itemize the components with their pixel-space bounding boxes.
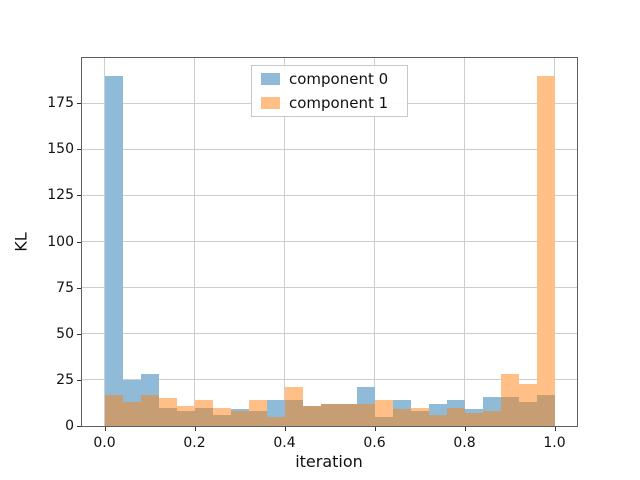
bar-segment bbox=[248, 411, 267, 426]
gridline-horizontal bbox=[82, 379, 577, 381]
y-tick-label: 100 bbox=[47, 233, 74, 250]
bar-segment bbox=[518, 383, 537, 403]
bar-segment bbox=[392, 409, 411, 426]
y-tick-mark bbox=[77, 287, 81, 289]
gridline-vertical bbox=[554, 58, 555, 426]
bar-segment bbox=[392, 400, 411, 410]
bar-segment bbox=[464, 409, 483, 414]
gridline-vertical bbox=[194, 58, 195, 426]
x-tick-label: 0.6 bbox=[363, 435, 386, 451]
gridline-horizontal bbox=[82, 194, 577, 196]
x-tick-label: 0.4 bbox=[273, 435, 296, 451]
bar-segment bbox=[446, 407, 465, 426]
y-tick-mark bbox=[77, 426, 81, 427]
bar-segment bbox=[104, 75, 123, 395]
bar-segment bbox=[338, 403, 357, 426]
legend-label-component-1: component 1 bbox=[289, 93, 389, 112]
bar-segment bbox=[284, 400, 303, 426]
bar-segment bbox=[410, 407, 429, 412]
bar-segment bbox=[158, 398, 177, 408]
bar-segment bbox=[140, 394, 159, 426]
bar-segment bbox=[212, 407, 231, 415]
bar-segment bbox=[464, 413, 483, 426]
x-tick-mark bbox=[104, 427, 106, 431]
x-tick-label: 0.2 bbox=[183, 435, 206, 451]
bar-segment bbox=[158, 407, 177, 426]
y-tick-label: 125 bbox=[47, 187, 74, 204]
legend-swatch-component-0 bbox=[261, 73, 280, 85]
x-axis-label: iteration bbox=[295, 452, 363, 471]
gridline-vertical bbox=[284, 58, 285, 426]
bar-segment bbox=[374, 416, 393, 426]
bar-segment bbox=[356, 403, 375, 426]
bar-segment bbox=[176, 405, 195, 412]
y-axis-label: KL bbox=[11, 232, 31, 252]
legend-row-component-1: component 1 bbox=[252, 93, 407, 113]
bar-segment bbox=[500, 374, 519, 397]
y-tick-mark bbox=[77, 379, 81, 381]
x-tick-label: 0.0 bbox=[93, 435, 116, 451]
bar-segment bbox=[446, 400, 465, 408]
x-tick-label: 0.8 bbox=[453, 435, 476, 451]
bar-segment bbox=[122, 402, 141, 426]
bar-segment bbox=[266, 400, 285, 417]
y-tick-mark bbox=[77, 103, 81, 105]
legend-swatch-component-1 bbox=[261, 97, 280, 109]
legend-row-component-0: component 0 bbox=[252, 69, 407, 89]
y-tick-mark bbox=[77, 241, 81, 243]
bar-segment bbox=[500, 396, 519, 426]
bar-segment bbox=[320, 403, 339, 426]
bar-segment bbox=[230, 411, 249, 426]
x-tick-label: 1.0 bbox=[543, 435, 566, 451]
plot-area bbox=[81, 57, 578, 427]
gridline-horizontal bbox=[82, 333, 577, 335]
bar-segment bbox=[482, 396, 501, 412]
bar-segment bbox=[428, 414, 447, 426]
bar-segment bbox=[212, 414, 231, 426]
y-tick-label: 25 bbox=[56, 371, 74, 388]
gridline-horizontal bbox=[82, 148, 577, 150]
y-tick-label: 150 bbox=[47, 141, 74, 158]
bar-segment bbox=[194, 407, 213, 426]
bar-segment bbox=[428, 403, 447, 415]
x-tick-mark bbox=[554, 427, 556, 431]
gridline-horizontal bbox=[82, 241, 577, 243]
y-tick-mark bbox=[77, 333, 81, 335]
y-tick-mark bbox=[77, 149, 81, 151]
x-tick-mark bbox=[194, 427, 196, 431]
bar-segment bbox=[140, 374, 159, 395]
bar-segment bbox=[230, 409, 249, 412]
bar-segment bbox=[194, 400, 213, 408]
bar-segment bbox=[104, 394, 123, 426]
bar-segment bbox=[518, 402, 537, 426]
y-tick-label: 175 bbox=[47, 95, 74, 112]
x-tick-mark bbox=[374, 427, 376, 431]
legend: component 0 component 1 bbox=[251, 65, 408, 117]
gridline-vertical bbox=[464, 58, 465, 426]
bar-segment bbox=[284, 387, 303, 401]
bar-segment bbox=[248, 400, 267, 412]
x-tick-mark bbox=[464, 427, 466, 431]
y-tick-label: 0 bbox=[65, 418, 74, 434]
y-tick-mark bbox=[77, 195, 81, 197]
y-tick-label: 50 bbox=[56, 325, 74, 342]
bar-segment bbox=[536, 394, 555, 426]
bar-segment bbox=[410, 411, 429, 426]
bar-segment bbox=[356, 387, 375, 404]
bar-segment bbox=[536, 75, 555, 395]
bar-segment bbox=[122, 379, 141, 403]
bar-segment bbox=[482, 411, 501, 426]
gridline-vertical bbox=[374, 58, 375, 426]
y-tick-label: 75 bbox=[56, 279, 74, 296]
bar-segment bbox=[266, 416, 285, 426]
bar-segment bbox=[302, 405, 321, 426]
gridline-horizontal bbox=[82, 287, 577, 289]
x-tick-mark bbox=[284, 427, 286, 431]
legend-label-component-0: component 0 bbox=[289, 69, 389, 88]
bar-segment bbox=[176, 411, 195, 426]
bar-segment bbox=[374, 400, 393, 417]
